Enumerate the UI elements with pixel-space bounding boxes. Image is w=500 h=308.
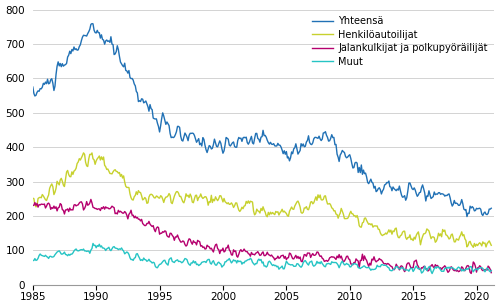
Legend: Yhteensä, Henkilöautoilijat, Jalankulkijat ja polkupyöräilijät, Muut: Yhteensä, Henkilöautoilijat, Jalankulkij… bbox=[308, 12, 492, 71]
Line: Henkilöautoilijat: Henkilöautoilijat bbox=[33, 153, 492, 247]
Line: Muut: Muut bbox=[33, 243, 492, 274]
Line: Yhteensä: Yhteensä bbox=[33, 24, 492, 217]
Line: Jalankulkijat ja polkupyöräilijät: Jalankulkijat ja polkupyöräilijät bbox=[33, 199, 492, 274]
